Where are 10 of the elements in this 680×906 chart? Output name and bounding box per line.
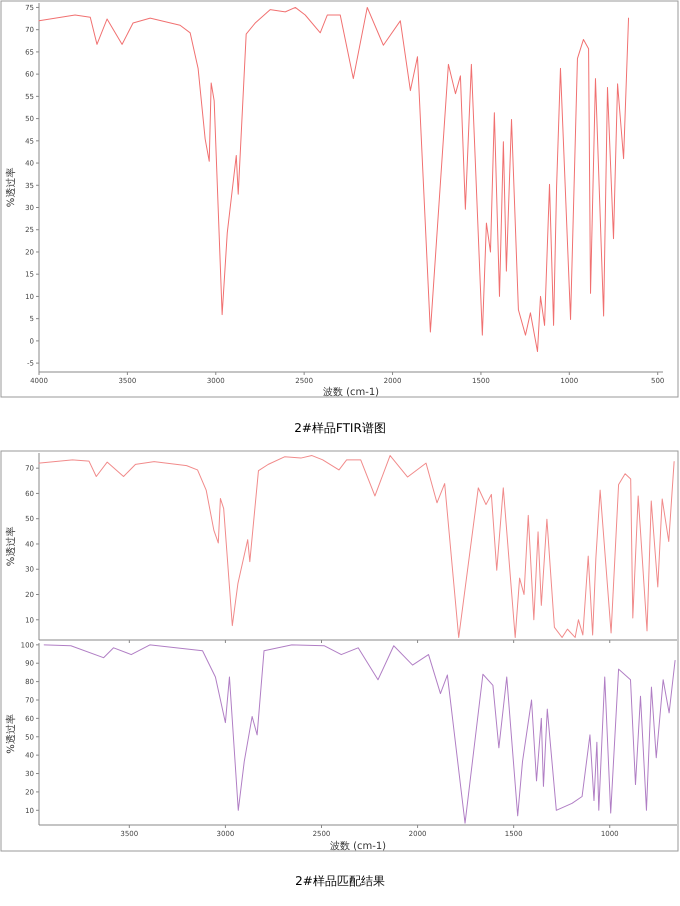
x-axis-title: 波数 (cm-1) (322, 386, 380, 398)
y-axis-title: %透过率 (5, 168, 17, 208)
line-series (38, 6, 630, 352)
x-axis-title: 波数 (cm-1) (330, 840, 386, 852)
text: 2#样品FTIR谱图 (294, 421, 386, 435)
y-axis-title: %透过率 (5, 714, 17, 754)
line-series (44, 644, 676, 824)
line-series (38, 455, 675, 638)
y-axis-title: %透过率 (5, 526, 17, 566)
text: 2#样品匹配结果 (295, 874, 385, 888)
